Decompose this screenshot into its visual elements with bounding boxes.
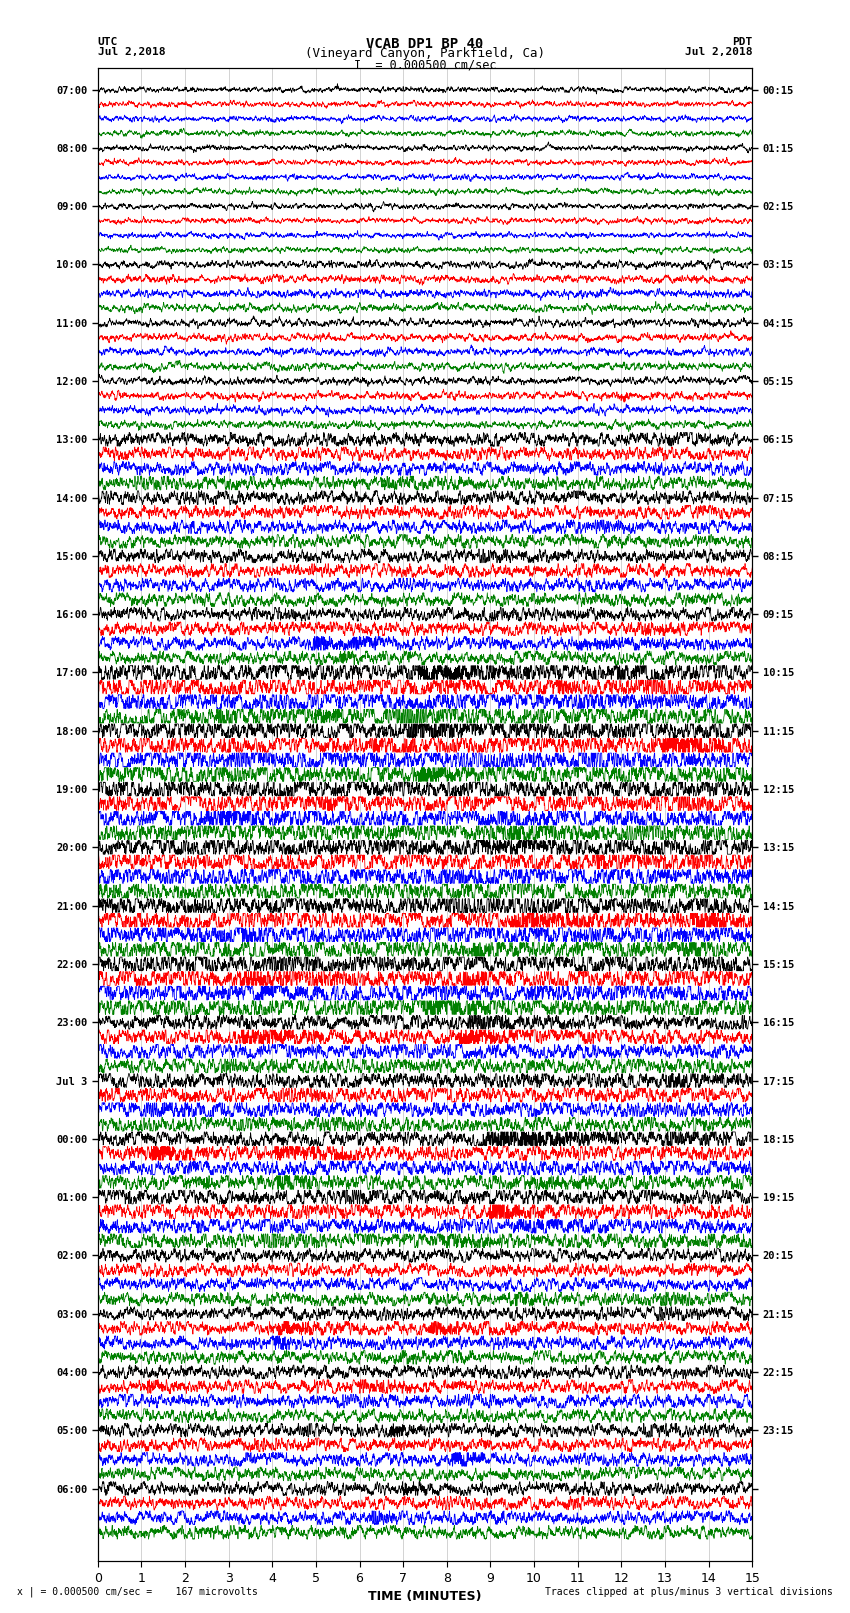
X-axis label: TIME (MINUTES): TIME (MINUTES) bbox=[368, 1590, 482, 1603]
Text: Traces clipped at plus/minus 3 vertical divisions: Traces clipped at plus/minus 3 vertical … bbox=[545, 1587, 833, 1597]
Text: I  = 0.000500 cm/sec: I = 0.000500 cm/sec bbox=[354, 58, 496, 71]
Text: (Vineyard Canyon, Parkfield, Ca): (Vineyard Canyon, Parkfield, Ca) bbox=[305, 47, 545, 60]
Text: UTC: UTC bbox=[98, 37, 118, 47]
Text: PDT: PDT bbox=[732, 37, 752, 47]
Text: VCAB DP1 BP 40: VCAB DP1 BP 40 bbox=[366, 37, 484, 52]
Text: Jul 2,2018: Jul 2,2018 bbox=[98, 47, 165, 56]
Text: Jul 2,2018: Jul 2,2018 bbox=[685, 47, 752, 56]
Text: x | = 0.000500 cm/sec =    167 microvolts: x | = 0.000500 cm/sec = 167 microvolts bbox=[17, 1586, 258, 1597]
